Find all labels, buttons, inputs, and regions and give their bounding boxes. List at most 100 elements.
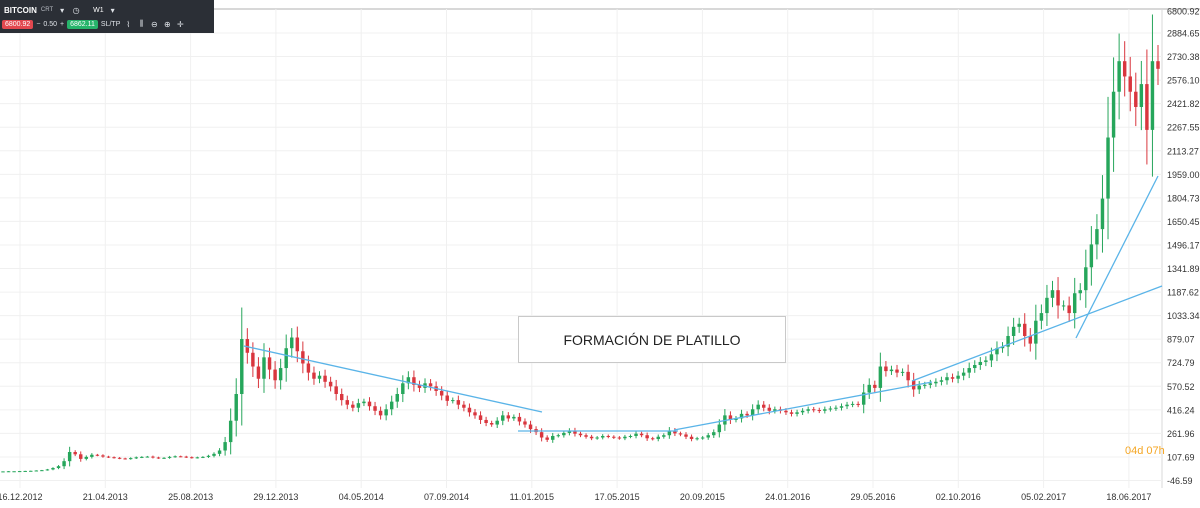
candle: [412, 370, 416, 392]
candle-body: [501, 415, 505, 421]
candle-body: [734, 418, 738, 420]
candle: [428, 379, 433, 391]
price-tick-label: 1033.34: [1167, 311, 1200, 321]
candle: [873, 380, 877, 393]
candle-body: [190, 457, 194, 459]
price-tick-label: 2730.38: [1167, 52, 1200, 62]
candle: [584, 433, 588, 439]
candle: [467, 403, 472, 417]
candle-body: [939, 380, 944, 382]
candle: [878, 352, 883, 402]
candle-body: [67, 452, 72, 462]
candle-body: [800, 410, 805, 413]
buy-price-button[interactable]: 6862.11: [67, 19, 98, 29]
candle: [1067, 296, 1071, 322]
candle-body: [162, 457, 166, 459]
candle-body: [739, 413, 744, 419]
candle-body: [889, 369, 894, 372]
crosshair-icon[interactable]: ✛: [177, 19, 184, 29]
candle: [1150, 14, 1155, 177]
timeframe-select[interactable]: W1: [93, 6, 104, 14]
candles-icon[interactable]: ⫼: [139, 19, 144, 28]
candle-body: [767, 407, 772, 411]
candle-body: [439, 390, 444, 396]
candle: [600, 434, 605, 440]
candle-body: [112, 457, 116, 459]
candle: [995, 341, 999, 362]
candle: [917, 381, 921, 394]
candle-body: [756, 404, 760, 410]
candle: [906, 364, 910, 388]
timeframe-caret-icon[interactable]: ▾: [110, 5, 115, 15]
candle-body: [1150, 61, 1155, 130]
dropdown-caret-icon[interactable]: ▾: [60, 5, 65, 15]
candle-body: [1056, 290, 1060, 306]
candle-body: [589, 436, 594, 439]
candle: [73, 450, 77, 457]
candle: [1056, 277, 1060, 319]
candle-body: [956, 375, 960, 379]
candle-body: [562, 432, 566, 436]
price-tick-label: 1804.73: [1167, 193, 1200, 203]
candle-body: [567, 430, 572, 433]
candle-body: [684, 434, 688, 437]
candle: [384, 404, 388, 421]
candle-body: [306, 363, 311, 373]
candle: [1100, 175, 1105, 253]
price-tick-label: 2421.82: [1167, 99, 1200, 109]
candle-body: [584, 435, 588, 437]
candle-body: [445, 395, 449, 401]
candle-body: [178, 456, 183, 458]
candle-body: [1011, 326, 1016, 336]
candle: [184, 455, 188, 459]
candle-body: [217, 450, 222, 454]
candle-body: [245, 339, 250, 353]
candle: [495, 417, 499, 429]
date-tick-label: 07.09.2014: [424, 492, 469, 502]
candle: [439, 386, 444, 401]
candle-body: [984, 360, 988, 362]
candle-body: [45, 469, 50, 471]
candle: [362, 398, 366, 407]
symbol-name[interactable]: BITCOIN: [4, 5, 37, 15]
candle-body: [595, 437, 599, 439]
sltp-button[interactable]: SL/TP: [100, 20, 121, 28]
candle-body: [73, 452, 77, 455]
zoom-in-icon[interactable]: ⊕: [164, 19, 171, 29]
zoom-out-icon[interactable]: ⊖: [151, 19, 158, 29]
candle-body: [456, 400, 461, 405]
candle-body: [1028, 335, 1033, 344]
candle-body: [56, 466, 61, 469]
candle-body: [811, 409, 816, 411]
candle: [1017, 317, 1021, 333]
candle-body: [884, 366, 888, 372]
candle: [978, 357, 983, 370]
candle-body: [662, 435, 666, 437]
price-tick-label: 2113.27: [1167, 146, 1199, 156]
candle: [1134, 72, 1138, 127]
increase-amount-button[interactable]: +: [60, 20, 65, 28]
candle-body: [1122, 61, 1127, 77]
line-chart-icon[interactable]: ⌇: [126, 19, 131, 29]
candle: [762, 401, 766, 412]
candle-body: [650, 438, 655, 440]
candle: [1000, 342, 1005, 353]
candle-body: [117, 457, 122, 459]
candle: [1084, 249, 1088, 308]
candle: [128, 457, 133, 460]
date-tick-label: 05.02.2017: [1021, 492, 1066, 502]
candle: [245, 328, 250, 364]
candle: [328, 376, 333, 392]
clock-icon[interactable]: ◷: [72, 5, 80, 15]
candle: [1039, 304, 1044, 330]
candle-body: [312, 372, 316, 379]
candle-body: [151, 456, 155, 458]
candle: [889, 365, 894, 375]
decrease-amount-button[interactable]: −: [36, 20, 41, 28]
sell-price-button[interactable]: 6800.92: [2, 19, 34, 29]
candle: [489, 420, 494, 427]
candle-body: [700, 437, 705, 439]
candle: [84, 455, 89, 461]
amount-input[interactable]: 0.50: [43, 20, 58, 28]
